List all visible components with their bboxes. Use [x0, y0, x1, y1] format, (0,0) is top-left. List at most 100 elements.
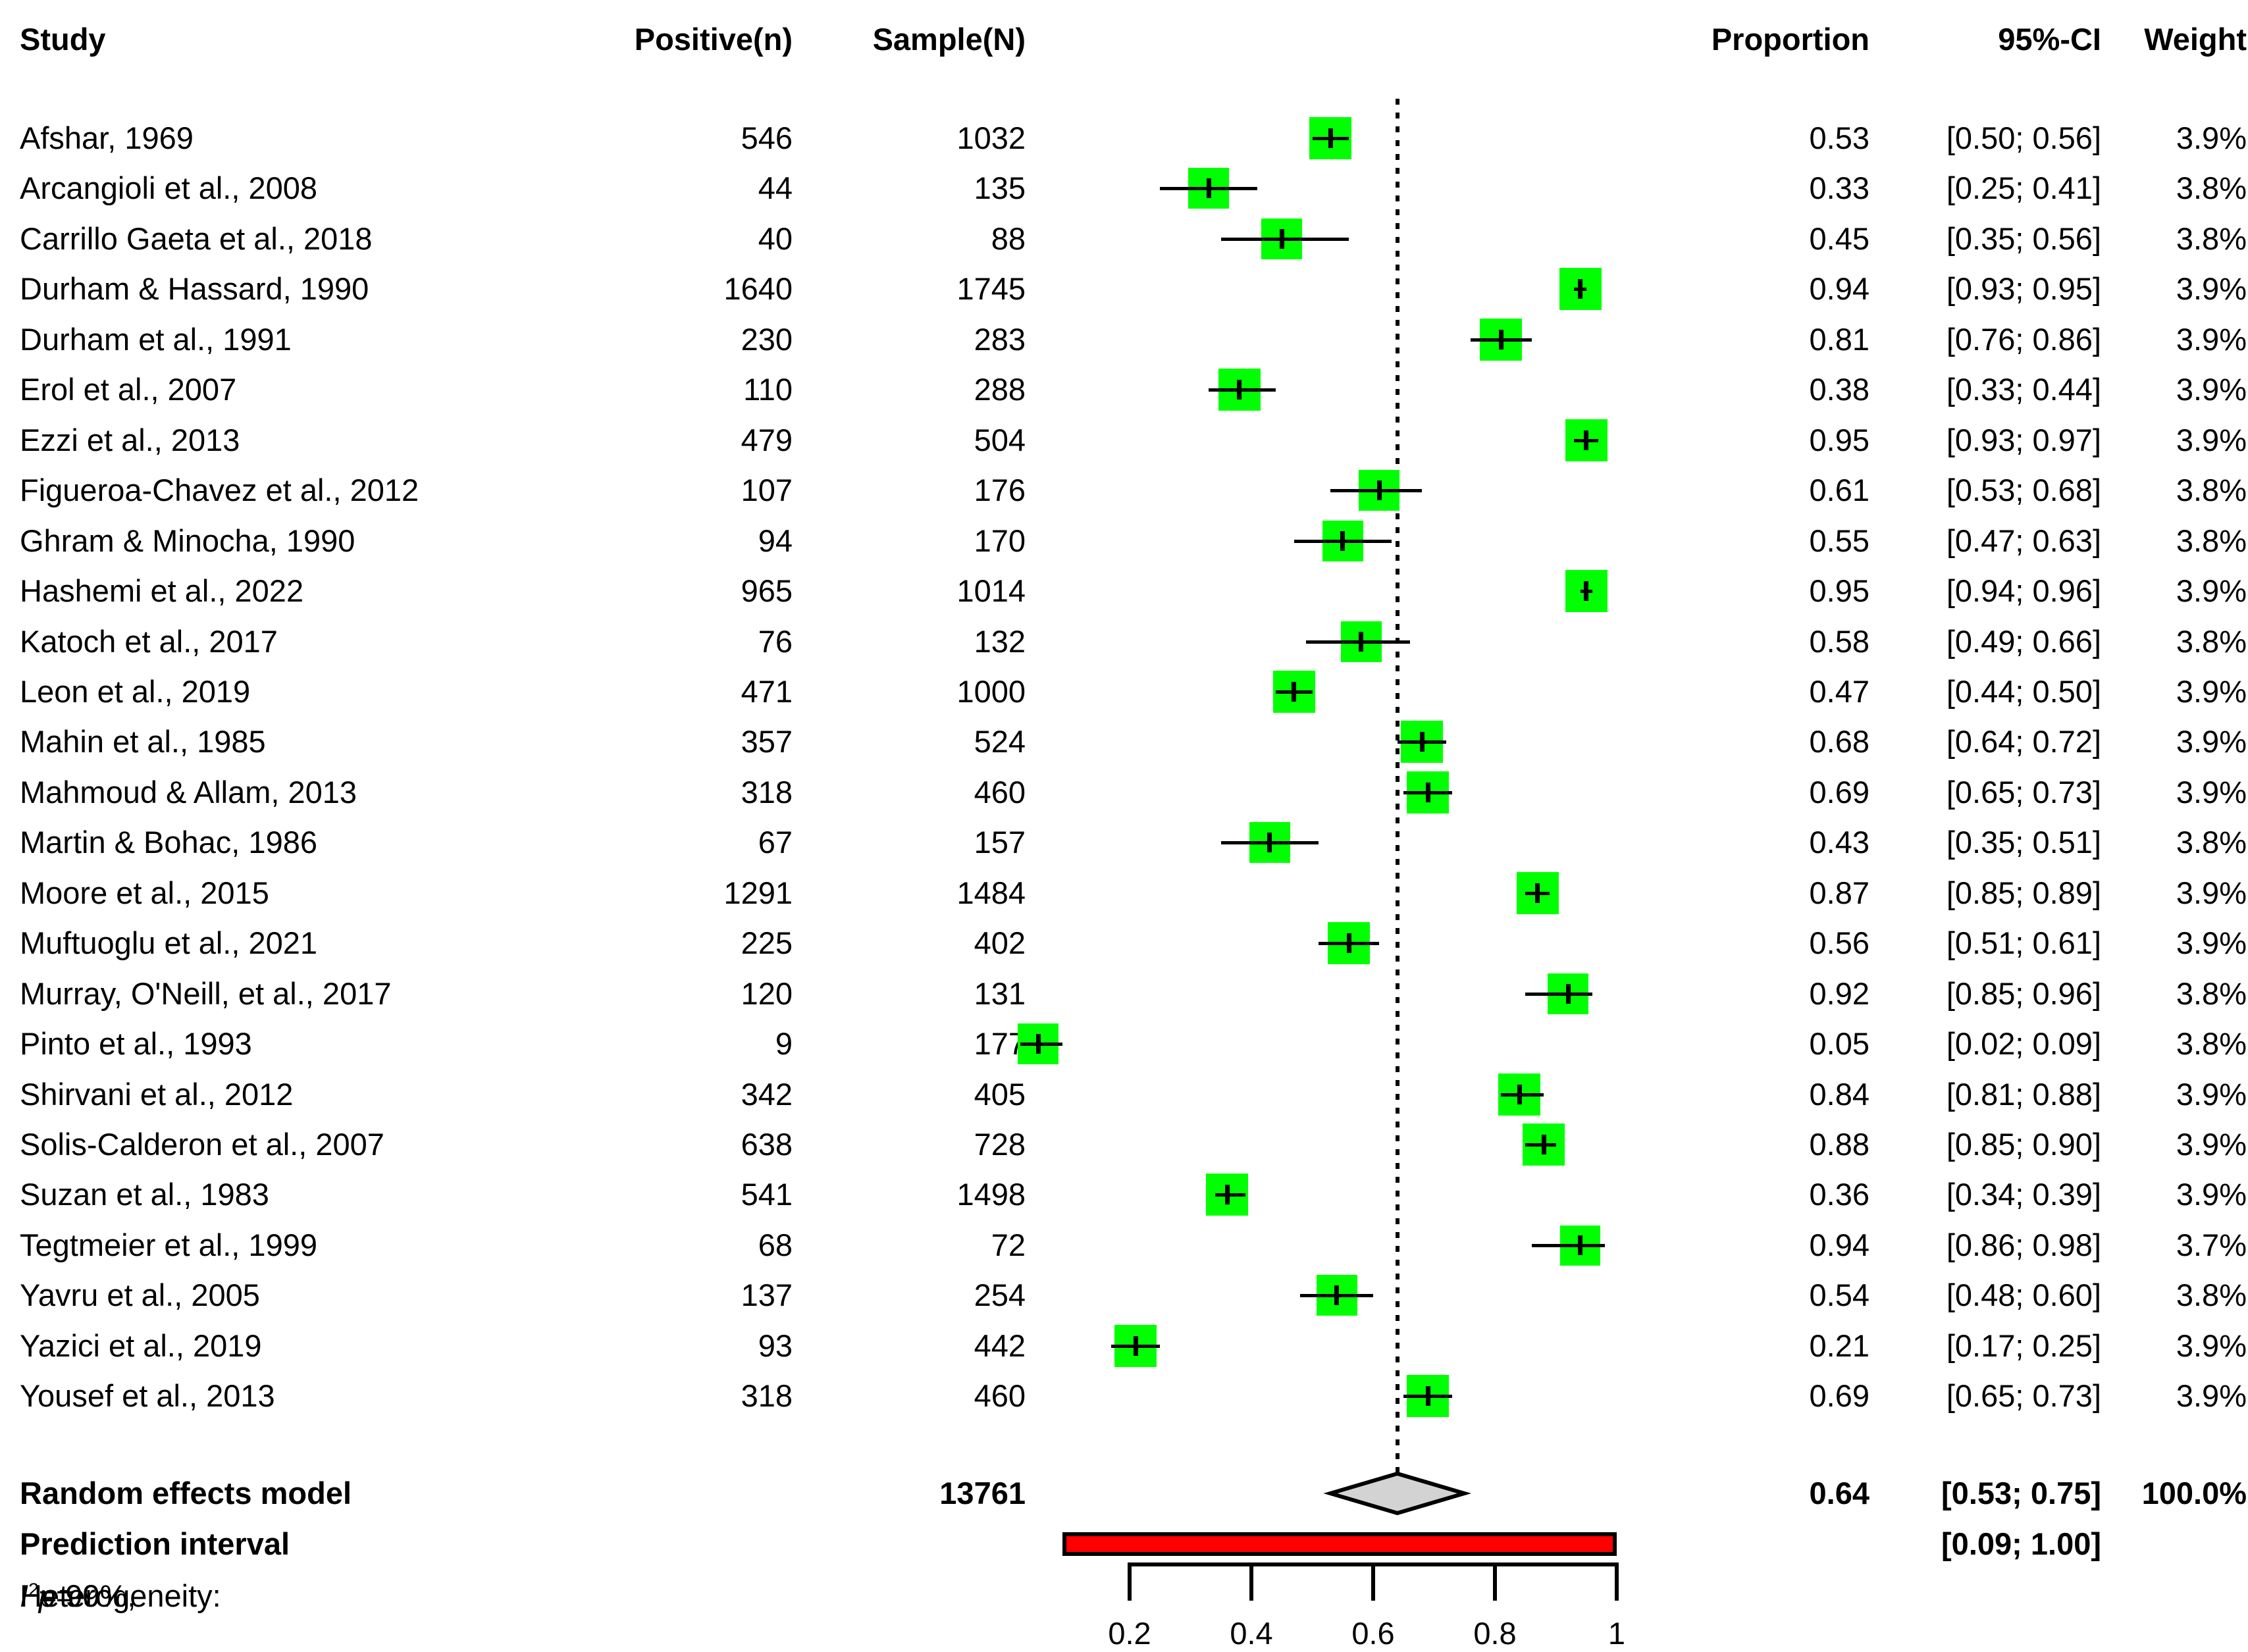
study-row: Suzan et al., 1983 541 1498 0.36 [0.34; 0.39…	[0, 1170, 2248, 1220]
study-name: Yavru et al., 2005	[20, 1278, 260, 1312]
proportion-value: 0.36	[1809, 1177, 1869, 1212]
sample-count: 524	[974, 724, 1026, 759]
ci-value: [0.65; 0.73]	[1946, 775, 2101, 810]
ci-value: [0.33; 0.44]	[1946, 372, 2101, 407]
prediction-interval-bar	[1062, 1532, 1617, 1556]
axis-tick	[1249, 1562, 1253, 1601]
weight-value: 3.8%	[2176, 1026, 2247, 1061]
study-row: Mahin et al., 1985 357 524 0.68 [0.64; 0.72]…	[0, 717, 2248, 767]
axis-tick-label: 1	[1608, 1616, 1626, 1651]
proportion-value: 0.21	[1809, 1328, 1869, 1363]
study-name: Moore et al., 2015	[20, 875, 269, 910]
ci-line	[1330, 488, 1422, 492]
estimate-tick	[1425, 1386, 1430, 1406]
sample-count: 1032	[956, 120, 1026, 155]
estimate-tick	[1584, 581, 1589, 601]
ci-line	[1215, 1193, 1245, 1197]
sample-count: 1745	[956, 271, 1026, 306]
proportion-value: 0.38	[1809, 372, 1869, 407]
proportion-value: 0.88	[1809, 1127, 1869, 1162]
ci-value: [0.86; 0.98]	[1946, 1227, 2101, 1262]
ci-value: [0.94; 0.96]	[1946, 573, 2101, 608]
study-name: Durham & Hassard, 1990	[20, 271, 369, 306]
proportion-value: 0.95	[1809, 423, 1869, 457]
study-row: Carrillo Gaeta et al., 2018 40 88 0.45 [0.35…	[0, 214, 2248, 264]
sample-count: 176	[974, 473, 1026, 507]
axis-tick-label: 0.4	[1230, 1616, 1273, 1651]
weight-value: 3.9%	[2176, 1328, 2247, 1363]
ci-line	[1501, 1093, 1544, 1097]
axis-tick	[1371, 1562, 1375, 1601]
positive-count: 44	[758, 170, 793, 205]
weight-value: 3.9%	[2176, 1077, 2247, 1112]
estimate-tick	[1535, 883, 1540, 903]
prediction-ci: [0.09; 1.00]	[1941, 1526, 2101, 1561]
estimate-tick	[1419, 732, 1425, 752]
study-name: Martin & Bohac, 1986	[20, 825, 317, 860]
estimate-tick	[1279, 229, 1284, 249]
sample-count: 288	[974, 372, 1026, 407]
weight-value: 3.9%	[2176, 875, 2247, 910]
sample-count: 460	[974, 1378, 1026, 1413]
proportion-value: 0.69	[1809, 775, 1869, 810]
ci-line	[1525, 1143, 1556, 1147]
ci-line	[1220, 237, 1349, 241]
axis-tick-label: 0.2	[1108, 1616, 1151, 1651]
header-study: Study	[20, 22, 106, 57]
ci-value: [0.53; 0.68]	[1946, 473, 2101, 507]
ci-value: [0.35; 0.51]	[1946, 825, 2101, 860]
estimate-tick	[1359, 632, 1363, 652]
sample-count: 460	[974, 775, 1026, 810]
weight-value: 3.9%	[2176, 271, 2247, 306]
header-proportion: Proportion	[1711, 22, 1869, 57]
sample-count: 1014	[956, 573, 1026, 608]
study-row: Ghram & Minocha, 1990 94 170 0.55 [0.47; 0.6…	[0, 516, 2248, 566]
study-name: Ezzi et al., 2013	[20, 423, 240, 457]
sample-count: 1484	[956, 875, 1026, 910]
ci-value: [0.93; 0.95]	[1946, 271, 2101, 306]
weight-value: 3.7%	[2176, 1227, 2247, 1262]
positive-count: 357	[741, 724, 793, 759]
positive-count: 342	[741, 1077, 793, 1112]
positive-count: 1291	[723, 875, 793, 910]
proportion-value: 0.53	[1809, 120, 1869, 155]
summary-diamond	[1323, 1471, 1472, 1516]
ci-value: [0.51; 0.61]	[1946, 925, 2101, 960]
summary-row: Random effects model 13761 0.64 [0.53; 0…	[0, 1468, 2248, 1518]
summary-weight: 100.0%	[2141, 1476, 2247, 1510]
study-row: Afshar, 1969 546 1032 0.53 [0.50; 0.56] 3.9%	[0, 113, 2248, 163]
study-name: Afshar, 1969	[20, 120, 194, 155]
study-row: Solis-Calderon et al., 2007 638 728 0.88 [0.…	[0, 1120, 2248, 1170]
positive-count: 67	[758, 825, 793, 860]
ci-value: [0.64; 0.72]	[1946, 724, 2101, 759]
ci-line	[1020, 1042, 1063, 1046]
proportion-value: 0.94	[1809, 1227, 1869, 1262]
study-row: Yazici et al., 2019 93 442 0.21 [0.17; 0.25]…	[0, 1321, 2248, 1371]
proportion-value: 0.58	[1809, 624, 1869, 659]
weight-value: 3.9%	[2176, 423, 2247, 457]
sample-count: 1498	[956, 1177, 1026, 1212]
weight-value: 3.8%	[2176, 473, 2247, 507]
study-name: Carrillo Gaeta et al., 2018	[20, 221, 373, 256]
sample-count: 157	[974, 825, 1026, 860]
study-row: Yavru et al., 2005 137 254 0.54 [0.48; 0.60]…	[0, 1270, 2248, 1320]
positive-count: 471	[741, 674, 793, 709]
positive-count: 541	[741, 1177, 793, 1212]
sample-count: 442	[974, 1328, 1026, 1363]
ci-value: [0.50; 0.56]	[1946, 120, 2101, 155]
positive-count: 107	[741, 473, 793, 507]
ci-line	[1531, 1243, 1605, 1247]
weight-value: 3.8%	[2176, 1278, 2247, 1312]
study-name: Suzan et al., 1983	[20, 1177, 269, 1212]
ci-value: [0.47; 0.63]	[1946, 523, 2101, 558]
proportion-value: 0.92	[1809, 976, 1869, 1011]
weight-value: 3.9%	[2176, 372, 2247, 407]
ci-value: [0.17; 0.25]	[1946, 1328, 2101, 1363]
ci-value: [0.81; 0.88]	[1946, 1077, 2101, 1112]
header-sample: Sample(N)	[872, 22, 1026, 57]
weight-value: 3.8%	[2176, 825, 2247, 860]
estimate-tick	[1498, 330, 1503, 349]
estimate-tick	[1035, 1034, 1041, 1054]
positive-count: 318	[741, 775, 793, 810]
study-row: Pinto et al., 1993 9 177 0.05 [0.02; 0.09] 3.…	[0, 1019, 2248, 1069]
